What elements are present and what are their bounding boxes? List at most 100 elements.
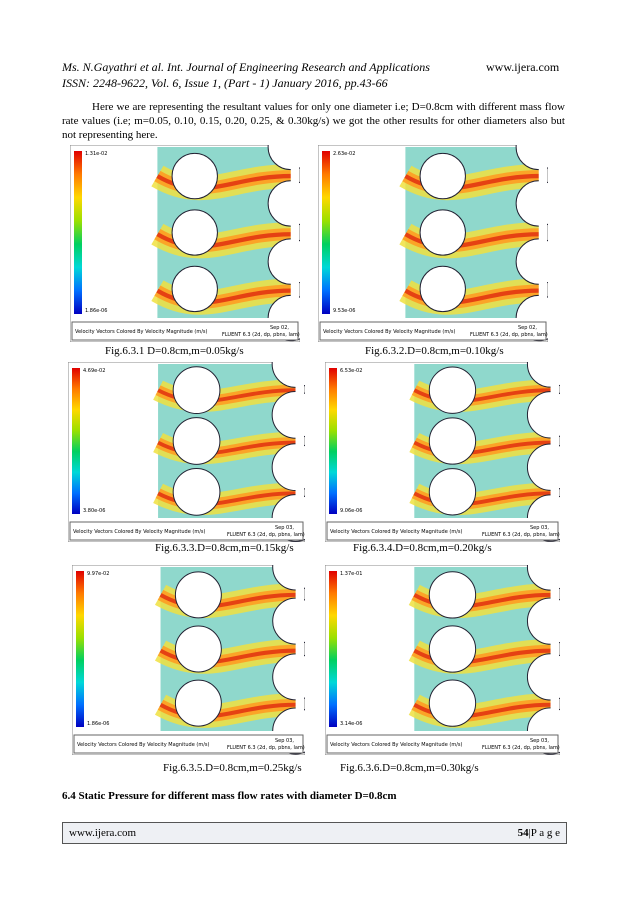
colorbar-min: 1.86e-06	[85, 308, 107, 314]
plot-date: Sep 03,	[275, 738, 294, 744]
tube	[428, 468, 477, 516]
plot-date: Sep 03,	[530, 525, 549, 531]
flow-band	[404, 288, 539, 305]
colorbar	[329, 368, 337, 514]
colorbar	[329, 571, 337, 727]
info-bar	[319, 321, 547, 341]
colorbar-max: 2.63e-02	[333, 151, 355, 157]
flow-band	[157, 491, 296, 507]
paragraph: Here we are representing the resultant v…	[62, 101, 565, 141]
plot-title: Velocity Vectors Colored By Velocity Mag…	[75, 329, 207, 335]
info-bar	[326, 521, 559, 541]
cfd-figure: 1.37e-01 3.14e-06 Velocity Vectors Colored…	[325, 565, 560, 755]
plot-date: Sep 02,	[518, 325, 537, 331]
plot-title: Velocity Vectors Colored By Velocity Mag…	[330, 529, 462, 535]
colorbar-max: 9.97e-02	[87, 571, 109, 577]
page-number: 54	[517, 827, 529, 839]
plot-title: Velocity Vectors Colored By Velocity Mag…	[323, 329, 455, 335]
plot-mask	[295, 362, 304, 520]
page-label: |P a g e	[528, 827, 560, 839]
colorbar-max: 6.53e-02	[340, 368, 362, 374]
header-issn: ISSN: 2248-9622, Vol. 6, Issue 1, (Part …	[62, 76, 388, 90]
plot-title: Velocity Vectors Colored By Velocity Mag…	[330, 742, 462, 748]
plot-date: Sep 02,	[270, 325, 289, 331]
plot-solver: FLUENT 6.3 (2d, dp, pbns, lam)	[470, 332, 548, 338]
tube	[428, 417, 477, 465]
plot-date: Sep 03,	[530, 738, 549, 744]
colorbar	[72, 368, 80, 514]
flow-band	[156, 288, 291, 305]
header-citation: Ms. N.Gayathri et al. Int. Journal of En…	[62, 60, 430, 74]
plot-date: Sep 03,	[275, 525, 294, 531]
figure-caption: Fig.6.3.6.D=0.8cm,m=0.30kg/s	[340, 762, 479, 774]
tube	[419, 209, 466, 256]
tube	[428, 679, 477, 727]
colorbar-min: 3.14e-06	[340, 721, 362, 727]
cfd-figure: 4.69e-02 3.80e-06 Velocity Vectors Colored…	[68, 362, 305, 542]
plot-mask	[414, 518, 552, 522]
colorbar-max: 4.69e-02	[83, 368, 105, 374]
header-site: www.ijera.com	[486, 60, 560, 74]
footer-page: 54|P a g e	[518, 827, 560, 839]
info-bar	[69, 521, 304, 541]
tube	[172, 366, 221, 415]
figure-caption: Fig.6.3.1 D=0.8cm,m=0.05kg/s	[105, 345, 244, 357]
colorbar-min: 9.06e-06	[340, 508, 362, 514]
plot-solver: FLUENT 6.3 (2d, dp, pbns, lam)	[227, 745, 305, 751]
tube	[172, 417, 221, 465]
plot-mask	[295, 565, 304, 733]
colorbar	[322, 151, 330, 314]
plot-mask	[550, 565, 559, 733]
footer: www.ijera.com 54|P a g e	[62, 822, 567, 844]
colorbar	[74, 151, 82, 314]
tube	[171, 265, 218, 313]
plot-mask	[158, 518, 297, 522]
colorbar-min: 1.86e-06	[87, 721, 109, 727]
plot-solver: FLUENT 6.3 (2d, dp, pbns, lam)	[227, 532, 305, 538]
tube	[174, 625, 222, 673]
flow-band	[159, 702, 296, 719]
tube	[419, 152, 466, 200]
plot-mask	[405, 318, 540, 322]
plot-title: Velocity Vectors Colored By Velocity Mag…	[77, 742, 209, 748]
figure-caption: Fig.6.3.4.D=0.8cm,m=0.20kg/s	[353, 542, 492, 554]
cfd-figure: 6.53e-02 9.06e-06 Velocity Vectors Colored…	[325, 362, 560, 542]
plot-mask	[550, 362, 559, 520]
flow-band	[413, 648, 551, 665]
tube	[428, 366, 477, 414]
cfd-figure: 2.63e-02 9.53e-06 Velocity Vectors Colored…	[318, 145, 548, 342]
plot-title: Velocity Vectors Colored By Velocity Mag…	[73, 529, 205, 535]
flow-band	[157, 440, 296, 456]
plot-solver: FLUENT 6.3 (2d, dp, pbns, lam)	[482, 745, 560, 751]
flow-band	[413, 440, 551, 456]
colorbar-min: 9.53e-06	[333, 308, 355, 314]
flow-band	[413, 702, 551, 719]
tube	[171, 152, 218, 200]
tube	[171, 209, 218, 256]
plot-solver: FLUENT 6.3 (2d, dp, pbns, lam)	[222, 332, 300, 338]
cfd-figure: 9.97e-02 1.86e-06 Velocity Vectors Colored…	[72, 565, 305, 755]
plot-mask	[414, 731, 552, 735]
flow-band	[413, 491, 551, 507]
colorbar-max: 1.37e-01	[340, 571, 362, 577]
flow-band	[156, 232, 291, 249]
plot-mask	[290, 145, 299, 320]
tube	[172, 467, 221, 516]
colorbar-min: 3.80e-06	[83, 508, 105, 514]
section-heading: 6.4 Static Pressure for different mass f…	[62, 790, 397, 802]
figure-caption: Fig.6.3.3.D=0.8cm,m=0.15kg/s	[155, 542, 294, 554]
tube	[174, 679, 222, 727]
tube	[428, 571, 477, 619]
footer-site: www.ijera.com	[69, 827, 137, 839]
figure-caption: Fig.6.3.2.D=0.8cm,m=0.10kg/s	[365, 345, 504, 357]
cfd-figure: 1.31e-02 1.86e-06 Velocity Vectors Colored…	[70, 145, 300, 342]
figure-caption: Fig.6.3.5.D=0.8cm,m=0.25kg/s	[163, 762, 302, 774]
plot-mask	[538, 145, 547, 320]
plot-mask	[157, 318, 292, 322]
flow-band	[159, 648, 296, 665]
tube	[174, 571, 222, 619]
info-bar	[71, 321, 299, 341]
info-bar	[326, 734, 559, 754]
info-bar	[73, 734, 304, 754]
tube	[428, 625, 477, 673]
